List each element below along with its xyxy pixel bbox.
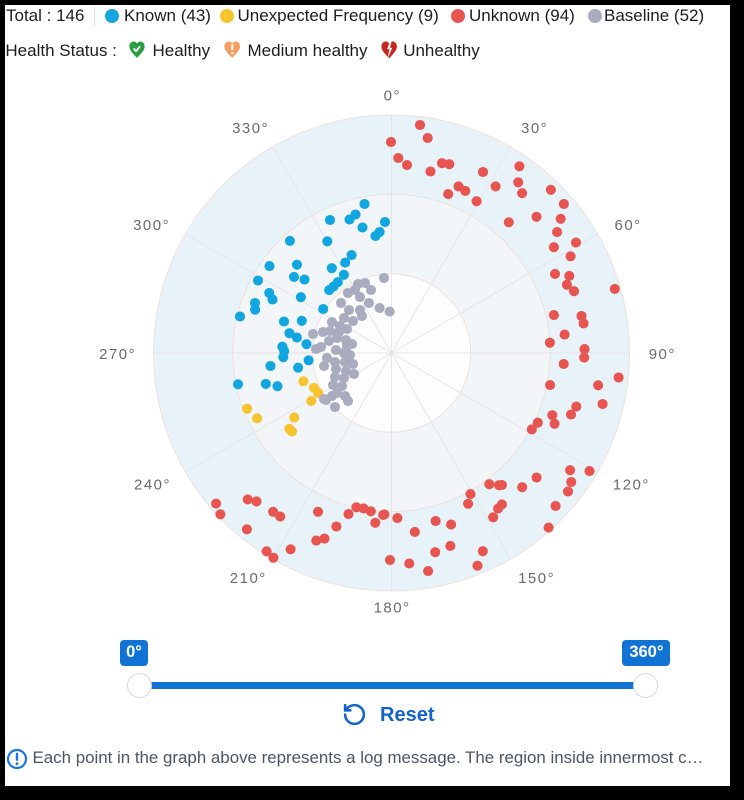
svg-text:30°: 30° (521, 120, 548, 137)
svg-text:180°: 180° (374, 600, 411, 617)
svg-text:150°: 150° (518, 570, 555, 587)
svg-text:0°: 0° (384, 87, 401, 104)
svg-text:60°: 60° (615, 217, 642, 234)
svg-text:120°: 120° (613, 476, 650, 493)
svg-text:240°: 240° (134, 476, 171, 493)
svg-text:270°: 270° (99, 346, 136, 363)
svg-text:210°: 210° (230, 570, 267, 587)
svg-text:330°: 330° (232, 120, 269, 137)
svg-text:90°: 90° (649, 346, 676, 363)
svg-text:300°: 300° (133, 217, 170, 234)
